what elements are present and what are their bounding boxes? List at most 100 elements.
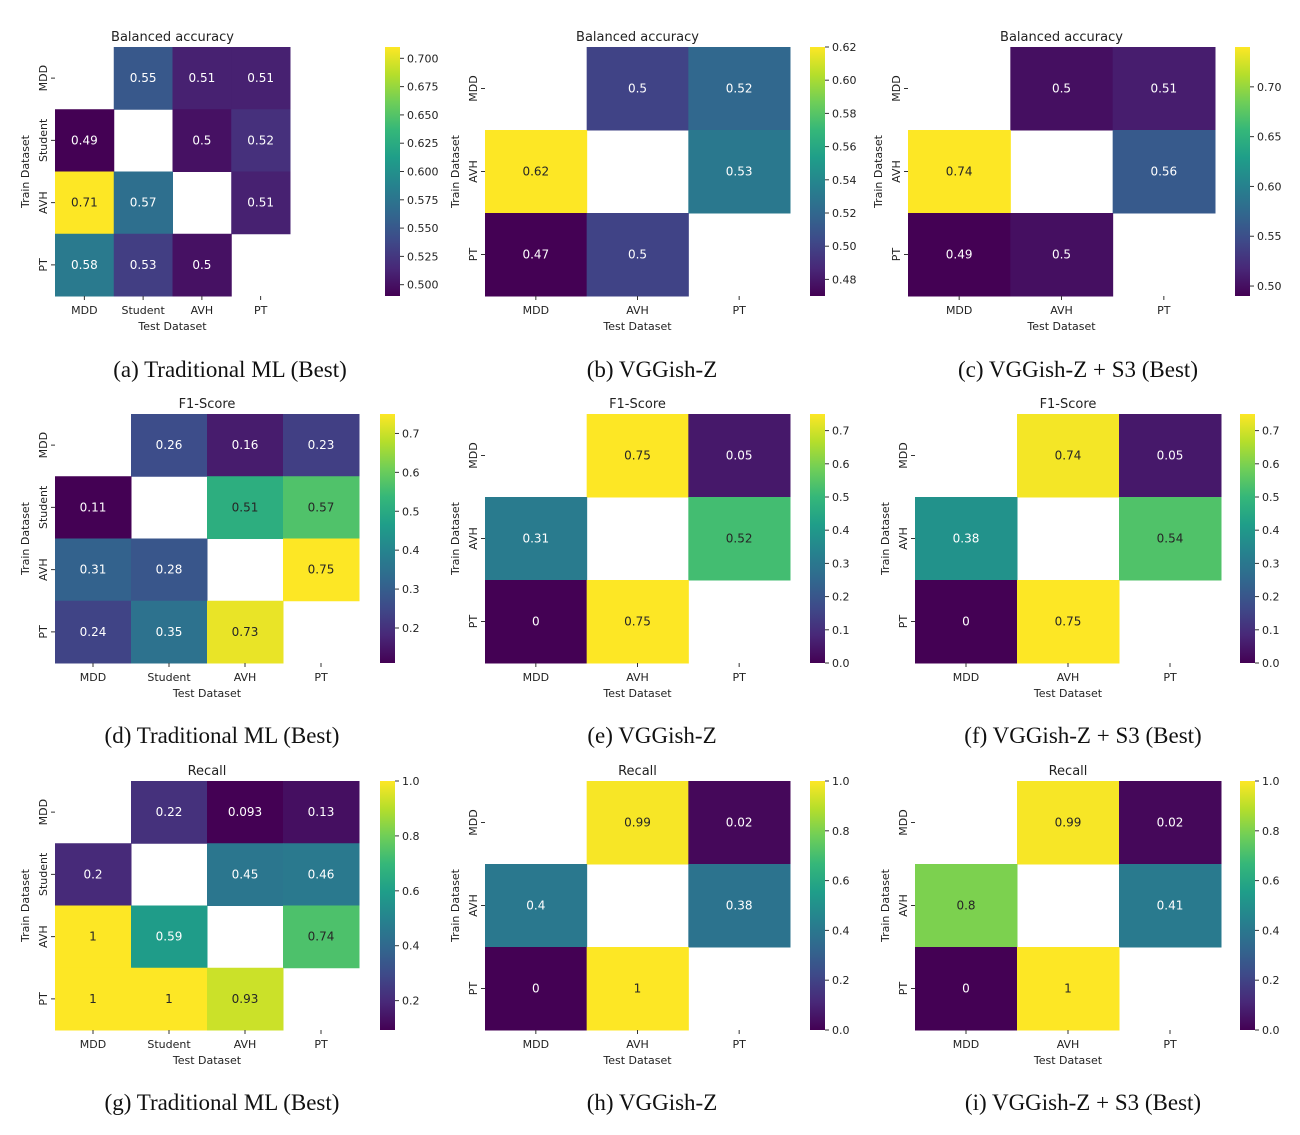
chart-title: Recall bbox=[188, 764, 227, 779]
cell-label: 0.51 bbox=[247, 196, 274, 210]
heatmap-i: Recall 0.99 0.02 0.8 0.41 0 1 MDD AVH PT Test Data… bbox=[879, 764, 1280, 1067]
x-tick-label: MDD bbox=[953, 671, 979, 684]
colorbar-tick-label: 0.2 bbox=[402, 622, 420, 635]
colorbar-tick-label: 1.0 bbox=[832, 775, 850, 788]
y-axis-label: Train Dataset bbox=[19, 134, 32, 209]
colorbar-tick-label: 0.55 bbox=[1257, 230, 1282, 243]
x-axis-label: Test Dataset bbox=[1026, 320, 1096, 333]
heatmap-cell bbox=[586, 781, 689, 865]
colorbar-tick-label: 0.525 bbox=[407, 250, 439, 263]
x-tick-label: MDD bbox=[946, 304, 972, 317]
heatmap-a: Balanced accuracy 0.55 0.51 0.51 0.49 0.5 0.52… bbox=[19, 30, 439, 333]
x-tick-label: MDD bbox=[953, 1038, 979, 1051]
y-axis-label: Train Dataset bbox=[879, 501, 892, 576]
y-tick-label: PT bbox=[37, 625, 50, 639]
x-axis-label: Test Dataset bbox=[602, 320, 672, 333]
caption-e: (e) VGGish-Z bbox=[587, 723, 717, 748]
colorbar-tick-label: 0.50 bbox=[832, 240, 857, 253]
cell-label: 0.75 bbox=[308, 563, 335, 577]
x-axis-label: Test Dataset bbox=[137, 320, 207, 333]
heatmap-cell bbox=[131, 414, 208, 477]
heatmap-f: F1-Score 0.74 0.05 0.38 0.54 0 0.75 MDD AVH PT Tes… bbox=[879, 397, 1280, 700]
heatmap-e: F1-Score 0.75 0.05 0.31 0.52 0 0.75 MDD AVH PT Tes… bbox=[449, 397, 850, 700]
heatmap-cell bbox=[485, 497, 588, 581]
x-axis-label: Test Dataset bbox=[602, 687, 672, 700]
cell-label: 0.74 bbox=[946, 165, 973, 179]
heatmap-cell bbox=[908, 130, 1011, 214]
colorbar-tick-label: 0.4 bbox=[1262, 924, 1280, 937]
caption-d: (d) Traditional ML (Best) bbox=[104, 723, 340, 748]
chart-title: Balanced accuracy bbox=[576, 30, 699, 45]
heatmap-cell bbox=[485, 130, 588, 214]
heatmap-cell bbox=[207, 414, 284, 477]
heatmap-cell bbox=[586, 947, 689, 1031]
cell-label: 0.35 bbox=[156, 625, 183, 639]
cell-label: 0.5 bbox=[192, 133, 211, 147]
cell-label: 0.75 bbox=[1055, 615, 1082, 629]
cell-label: 0.5 bbox=[1052, 82, 1071, 96]
cell-label: 0.5 bbox=[1052, 248, 1071, 262]
heatmap-cell bbox=[131, 538, 208, 602]
colorbar-tick-label: 0.3 bbox=[402, 583, 420, 596]
x-tick-label: Student bbox=[121, 304, 165, 317]
x-tick-label: AVH bbox=[626, 671, 649, 684]
cell-label: 0.71 bbox=[71, 196, 98, 210]
y-tick-label: MDD bbox=[467, 442, 480, 468]
x-tick-label: PT bbox=[1157, 304, 1171, 317]
y-tick-label: AVH bbox=[897, 894, 910, 917]
heatmap-cell bbox=[915, 947, 1018, 1031]
y-tick-label: PT bbox=[467, 248, 480, 262]
y-tick-label: Student bbox=[37, 485, 50, 529]
y-tick-label: PT bbox=[890, 248, 903, 262]
heatmap-cell bbox=[172, 109, 232, 172]
colorbar-tick-label: 0.4 bbox=[832, 524, 850, 537]
heatmap-c: Balanced accuracy 0.5 0.51 0.74 0.56 0.49 0.5 M… bbox=[872, 30, 1282, 333]
caption-i: (i) VGGish-Z + S3 (Best) bbox=[964, 1090, 1202, 1115]
colorbar-tick-label: 0.5 bbox=[1262, 491, 1280, 504]
heatmap-cell bbox=[1112, 47, 1216, 131]
cell-label: 0 bbox=[532, 615, 540, 629]
heatmap-cell bbox=[915, 864, 1018, 948]
colorbar-tick-label: 0.70 bbox=[1257, 81, 1282, 94]
heatmap-cell bbox=[586, 414, 689, 498]
heatmap-cell bbox=[283, 538, 360, 602]
chart-title: F1-Score bbox=[179, 397, 236, 412]
cell-label: 0.05 bbox=[1157, 449, 1184, 463]
caption-a: (a) Traditional ML (Best) bbox=[113, 357, 347, 382]
heatmap-cell bbox=[55, 476, 132, 539]
cell-label: 0 bbox=[532, 982, 540, 996]
colorbar-tick-label: 0.4 bbox=[402, 940, 420, 953]
colorbar-tick-label: 0.56 bbox=[832, 141, 857, 154]
colorbar-tick-label: 0.6 bbox=[832, 458, 850, 471]
heatmap-cell bbox=[688, 781, 791, 865]
y-tick-label: MDD bbox=[467, 75, 480, 101]
cell-label: 0.54 bbox=[1157, 532, 1184, 546]
x-axis-label: Test Dataset bbox=[172, 1054, 242, 1067]
heatmap-cell bbox=[485, 213, 588, 297]
cell-label: 0.53 bbox=[726, 165, 753, 179]
y-tick-label: MDD bbox=[467, 809, 480, 835]
y-axis-label: Train Dataset bbox=[449, 868, 462, 943]
colorbar bbox=[1240, 414, 1255, 663]
cell-label: 0.5 bbox=[628, 82, 647, 96]
colorbar-tick-label: 0.0 bbox=[832, 657, 850, 670]
cell-label: 0.38 bbox=[726, 899, 753, 913]
colorbar-tick-label: 0.54 bbox=[832, 174, 857, 187]
colorbar-tick-label: 1.0 bbox=[1262, 775, 1280, 788]
chart-title: F1-Score bbox=[609, 397, 666, 412]
heatmap-cell bbox=[55, 171, 115, 235]
y-tick-label: AVH bbox=[37, 558, 50, 581]
colorbar-tick-label: 0.5 bbox=[402, 505, 420, 518]
colorbar-tick-label: 0.7 bbox=[402, 427, 420, 440]
heatmap-cell bbox=[586, 580, 689, 664]
x-tick-label: MDD bbox=[80, 671, 106, 684]
cell-label: 0.59 bbox=[156, 930, 183, 944]
heatmap-cell bbox=[1010, 213, 1114, 297]
heatmap-cell bbox=[172, 47, 232, 110]
cell-label: 0.45 bbox=[232, 867, 259, 881]
colorbar-tick-label: 0.6 bbox=[832, 875, 850, 888]
cell-label: 0 bbox=[962, 982, 970, 996]
heatmap-cell bbox=[207, 843, 284, 906]
y-tick-label: PT bbox=[467, 982, 480, 996]
